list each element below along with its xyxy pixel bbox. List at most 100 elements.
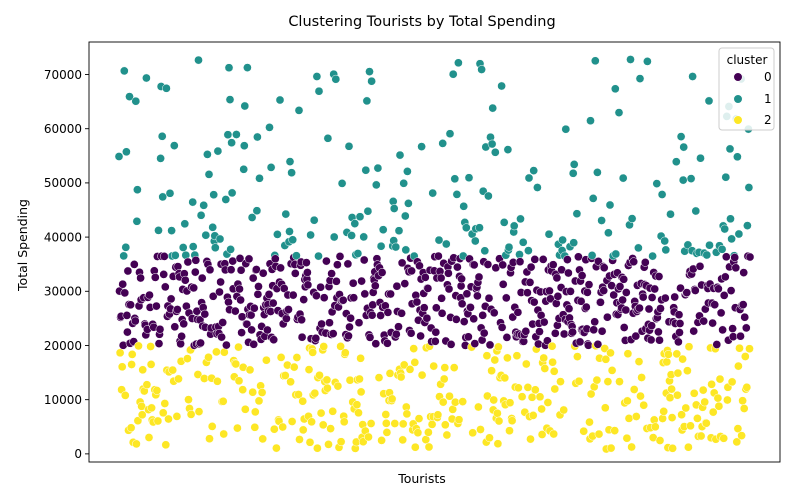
data-point-cluster-0 xyxy=(647,293,657,302)
data-point-cluster-1 xyxy=(428,188,438,198)
data-point-cluster-2 xyxy=(289,362,299,372)
data-point-cluster-0 xyxy=(173,305,182,314)
data-point-cluster-2 xyxy=(377,436,386,445)
chart-title: Clustering Tourists by Total Spending xyxy=(288,14,555,30)
data-point-cluster-0 xyxy=(539,317,549,327)
data-point-cluster-1 xyxy=(224,63,234,73)
data-point-cluster-0 xyxy=(118,279,128,289)
data-point-cluster-0 xyxy=(583,288,592,297)
data-point-cluster-0 xyxy=(599,263,609,273)
data-point-cluster-1 xyxy=(497,81,506,91)
data-point-cluster-1 xyxy=(169,141,179,150)
data-point-cluster-0 xyxy=(317,319,326,329)
data-point-cluster-0 xyxy=(473,291,482,301)
data-point-cluster-2 xyxy=(606,348,615,358)
data-point-cluster-1 xyxy=(618,173,628,183)
data-point-cluster-2 xyxy=(559,405,569,415)
data-point-cluster-1 xyxy=(157,131,167,141)
data-point-cluster-1 xyxy=(593,168,602,177)
data-point-cluster-0 xyxy=(548,260,558,270)
data-point-cluster-0 xyxy=(434,251,443,261)
data-point-cluster-1 xyxy=(733,152,742,162)
y-axis-label: Total Spending xyxy=(15,199,30,292)
data-point-cluster-1 xyxy=(188,197,198,207)
data-point-cluster-2 xyxy=(298,396,308,406)
data-point-cluster-0 xyxy=(394,322,403,332)
data-point-cluster-1 xyxy=(355,212,365,222)
data-point-cluster-2 xyxy=(298,425,308,435)
data-point-cluster-1 xyxy=(572,209,582,219)
data-point-cluster-1 xyxy=(569,238,579,248)
data-point-cluster-2 xyxy=(713,393,723,403)
data-point-cluster-2 xyxy=(326,424,335,433)
data-point-cluster-0 xyxy=(451,315,461,324)
data-point-cluster-0 xyxy=(183,257,193,267)
data-point-cluster-2 xyxy=(390,419,400,428)
data-point-cluster-2 xyxy=(364,432,373,442)
data-point-cluster-0 xyxy=(675,328,684,337)
data-point-cluster-2 xyxy=(262,355,271,365)
data-point-cluster-2 xyxy=(526,434,535,444)
data-point-cluster-1 xyxy=(314,86,324,96)
data-point-cluster-2 xyxy=(734,361,743,371)
data-point-cluster-2 xyxy=(333,381,343,391)
data-point-cluster-0 xyxy=(515,257,525,267)
data-point-cluster-2 xyxy=(658,414,667,423)
data-point-cluster-0 xyxy=(332,276,341,286)
y-axis: 0 10000 20000 30000 40000 50000 60000 70000 xyxy=(44,68,89,461)
data-point-cluster-1 xyxy=(643,57,652,66)
data-point-cluster-2 xyxy=(701,418,711,428)
data-point-cluster-0 xyxy=(650,284,660,294)
data-point-cluster-1 xyxy=(394,226,404,236)
data-point-cluster-0 xyxy=(159,270,169,279)
data-point-cluster-0 xyxy=(249,339,259,349)
data-point-cluster-1 xyxy=(223,130,233,140)
data-point-cluster-2 xyxy=(207,422,217,431)
data-point-cluster-2 xyxy=(313,443,322,453)
y-tick-label: 70000 xyxy=(44,68,82,82)
data-point-cluster-0 xyxy=(236,295,245,305)
data-point-cluster-1 xyxy=(203,150,212,159)
data-point-cluster-0 xyxy=(718,325,727,335)
data-point-cluster-2 xyxy=(507,416,517,426)
data-point-cluster-0 xyxy=(269,335,279,345)
data-point-cluster-0 xyxy=(682,288,692,297)
data-point-cluster-0 xyxy=(550,328,560,338)
data-point-cluster-0 xyxy=(228,256,238,266)
data-point-cluster-2 xyxy=(650,422,660,432)
data-point-cluster-1 xyxy=(363,206,373,216)
data-point-cluster-0 xyxy=(136,273,145,283)
data-point-cluster-0 xyxy=(365,333,375,342)
data-point-cluster-2 xyxy=(257,388,267,397)
data-point-cluster-2 xyxy=(161,440,171,450)
data-point-cluster-2 xyxy=(714,401,724,411)
data-point-cluster-0 xyxy=(551,299,561,308)
data-point-cluster-2 xyxy=(483,391,492,401)
data-point-cluster-2 xyxy=(385,369,395,378)
data-point-cluster-2 xyxy=(168,365,178,375)
data-point-cluster-0 xyxy=(263,325,272,335)
data-point-cluster-2 xyxy=(659,407,669,416)
data-point-cluster-1 xyxy=(696,153,705,163)
data-point-cluster-0 xyxy=(453,262,462,272)
data-point-cluster-0 xyxy=(581,302,591,312)
data-point-cluster-1 xyxy=(389,204,399,213)
data-point-cluster-2 xyxy=(194,407,204,416)
data-point-cluster-0 xyxy=(708,318,717,328)
data-point-cluster-0 xyxy=(530,255,540,264)
data-point-cluster-1 xyxy=(158,192,168,202)
data-point-cluster-2 xyxy=(345,375,355,385)
data-point-cluster-1 xyxy=(727,234,736,244)
data-point-cluster-0 xyxy=(237,328,246,337)
data-point-cluster-0 xyxy=(230,306,240,316)
data-point-cluster-2 xyxy=(521,359,531,369)
data-point-cluster-0 xyxy=(596,297,605,307)
data-point-cluster-0 xyxy=(316,282,325,292)
data-point-cluster-0 xyxy=(303,280,313,290)
data-point-cluster-2 xyxy=(158,408,168,418)
data-point-cluster-0 xyxy=(268,298,278,308)
data-point-cluster-2 xyxy=(672,349,682,359)
data-point-cluster-2 xyxy=(315,370,324,380)
data-point-cluster-0 xyxy=(647,321,656,331)
data-point-cluster-1 xyxy=(227,188,237,198)
